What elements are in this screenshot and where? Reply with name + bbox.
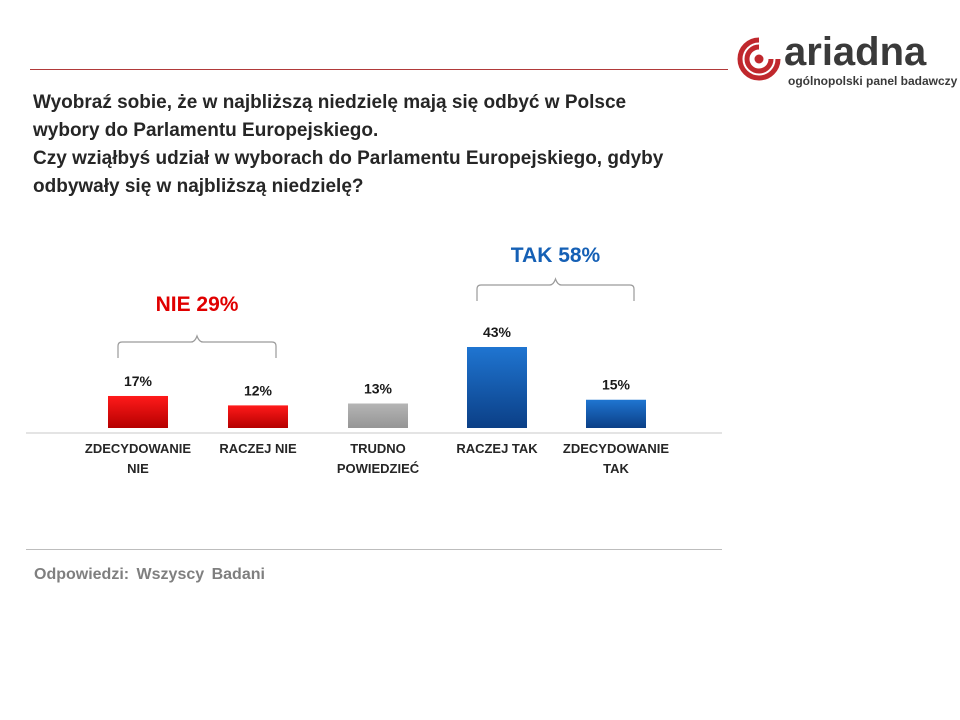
category-label: ZDECYDOWANIE [85, 441, 192, 456]
category-label: POWIEDZIEĆ [337, 461, 420, 476]
bar-value-label: 17% [124, 373, 153, 389]
bar-value-label: 43% [483, 324, 512, 340]
group-total-label: NIE 29% [156, 293, 239, 316]
bar-value-label: 15% [602, 377, 631, 393]
bar [348, 403, 408, 428]
bar [108, 395, 168, 428]
bar-value-label: 12% [244, 382, 273, 398]
question-line: Czy wziąłbyś udział w wyborach do Parlam… [33, 148, 664, 169]
bar [467, 347, 527, 428]
group-total-label: TAK 58% [511, 244, 601, 267]
footer-note: Odpowiedzi: Wszyscy Badani [34, 566, 265, 583]
bar [586, 399, 646, 428]
footer-divider [26, 549, 722, 550]
category-label: ZDECYDOWANIE [563, 441, 670, 456]
category-label: TRUDNO [350, 441, 406, 456]
question-line: Wyobraź sobie, że w najbliższą niedzielę… [33, 92, 627, 113]
logo-tagline: ogólnopolski panel badawczy [788, 74, 958, 88]
bar [228, 405, 288, 428]
category-label: TAK [603, 461, 629, 476]
category-label: RACZEJ TAK [456, 441, 538, 456]
logo-spiral-icon [737, 37, 781, 81]
bar-value-label: 13% [364, 381, 393, 397]
group-brace [117, 334, 277, 358]
header-divider [30, 69, 728, 70]
category-label: NIE [127, 461, 149, 476]
ariadna-logo: ariadna ogólnopolski panel badawczy [736, 30, 957, 90]
question-text: Wyobraź sobie, że w najbliższą niedzielę… [33, 89, 733, 201]
question-line: odbywały się w najbliższą niedzielę? [33, 176, 364, 197]
question-line: wybory do Parlamentu Europejskiego. [33, 120, 379, 141]
group-brace [476, 277, 635, 301]
logo-wordmark: ariadna [784, 30, 927, 74]
category-label: RACZEJ NIE [219, 441, 297, 456]
